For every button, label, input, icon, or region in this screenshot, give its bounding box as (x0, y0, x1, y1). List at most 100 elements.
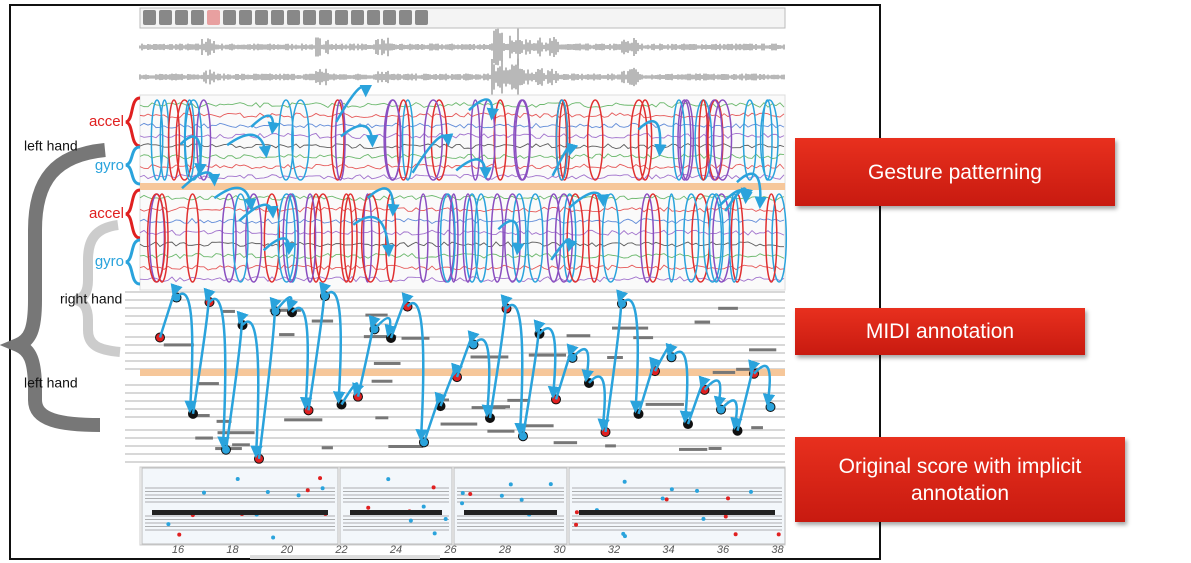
midi-note (163, 343, 194, 347)
toolbar-button[interactable] (239, 10, 252, 25)
toolbar-button[interactable] (159, 10, 172, 25)
annotation-arrow (686, 375, 711, 425)
toolbar-button[interactable] (399, 10, 412, 25)
score-mark (177, 532, 182, 537)
gesture-segment (221, 193, 237, 283)
annotation-arrow (307, 281, 332, 411)
midi-note (365, 313, 388, 317)
sensor-label: gyro (95, 253, 124, 270)
score-mark (235, 477, 240, 482)
annotation-arrow (340, 382, 365, 406)
gesture-segment (150, 99, 164, 181)
midi-note (440, 422, 478, 426)
toolbar-button[interactable] (207, 10, 220, 25)
annotation-arrow (568, 191, 609, 209)
annotation-arrow (720, 399, 743, 431)
score-page (141, 467, 339, 545)
score-mark (320, 486, 325, 491)
annotation-arrow (208, 297, 230, 450)
annotation-arrow (411, 133, 454, 174)
score-mark (296, 493, 301, 498)
gesture-segment (470, 99, 481, 181)
measure-number: 24 (389, 544, 402, 556)
gesture-segment (698, 99, 709, 181)
score-mark (499, 493, 504, 498)
annotation-arrow (753, 364, 776, 407)
toolbar-button[interactable] (271, 10, 284, 25)
annotation-arrow (224, 310, 249, 450)
midi-note (694, 320, 711, 324)
score-mark (548, 482, 553, 487)
sensor-label: accel (89, 205, 124, 222)
gesture-segment (666, 193, 677, 283)
annotation-arrow (551, 142, 579, 177)
gesture-segment (343, 193, 358, 283)
gesture-segment (417, 193, 429, 283)
midi-note (195, 436, 213, 440)
midi-note (269, 308, 301, 312)
annotation-arrow (324, 290, 346, 404)
accel-brace (125, 96, 141, 148)
toolbar-button[interactable] (335, 10, 348, 25)
score-mark (421, 504, 426, 509)
toolbar-button[interactable] (223, 10, 236, 25)
score-mark (621, 531, 626, 536)
score-mark (574, 510, 579, 515)
midi-note (189, 414, 210, 418)
midi-note (712, 370, 736, 374)
toolbar-button[interactable] (191, 10, 204, 25)
callout: Gesture patterning (795, 138, 1115, 206)
toolbar-button[interactable] (255, 10, 268, 25)
score-mark (166, 522, 171, 527)
score-mark (366, 505, 371, 510)
measure-number: 38 (771, 544, 784, 556)
annotation-arrow (238, 203, 279, 222)
toolbar-button[interactable] (287, 10, 300, 25)
annotation-arrow (604, 289, 629, 433)
measure-number: 18 (226, 544, 239, 556)
gyro-brace (125, 238, 141, 286)
toolbar-button[interactable] (303, 10, 316, 25)
measure-number: 22 (334, 544, 347, 556)
score-mark (305, 488, 310, 493)
midi-note (232, 443, 250, 447)
annotation-arrow (455, 158, 492, 180)
toolbar-button[interactable] (367, 10, 380, 25)
hand-label: right hand (60, 291, 122, 307)
score-mark (265, 490, 270, 495)
gesture-segment (448, 193, 459, 283)
gesture-segment (555, 99, 569, 181)
annotation-arrow (422, 391, 447, 443)
toolbar-button[interactable] (175, 10, 188, 25)
midi-note (678, 447, 708, 451)
score-mark (508, 482, 513, 487)
gesture-segment (702, 193, 723, 283)
gesture-segment (629, 99, 649, 181)
annotation-arrow (389, 292, 414, 339)
annotation-arrow (366, 187, 400, 217)
score-mark (726, 496, 731, 501)
sensor-trace (139, 276, 785, 283)
toolbar-button[interactable] (319, 10, 332, 25)
toolbar-button[interactable] (383, 10, 396, 25)
annotation-arrow (653, 342, 678, 372)
waveform (139, 58, 785, 96)
callout: Original score with implicit annotation (795, 437, 1125, 522)
toolbar-button[interactable] (143, 10, 156, 25)
gesture-segment (708, 193, 724, 283)
gesture-segment (278, 99, 294, 181)
annotation-arrow (158, 283, 183, 338)
midi-note (375, 416, 389, 420)
toolbar-button[interactable] (415, 10, 428, 25)
toolbar (139, 7, 786, 29)
annotation-arrow (554, 343, 579, 400)
gesture-segment (175, 99, 194, 181)
toolbar-button[interactable] (351, 10, 364, 25)
gesture-segment (765, 193, 778, 283)
gesture-segment (330, 99, 345, 181)
sensor-trace (139, 153, 785, 160)
sensor-label: gyro (95, 157, 124, 174)
right-hand-brace (74, 220, 121, 357)
midi-note (198, 382, 219, 386)
midi-note (749, 348, 777, 352)
